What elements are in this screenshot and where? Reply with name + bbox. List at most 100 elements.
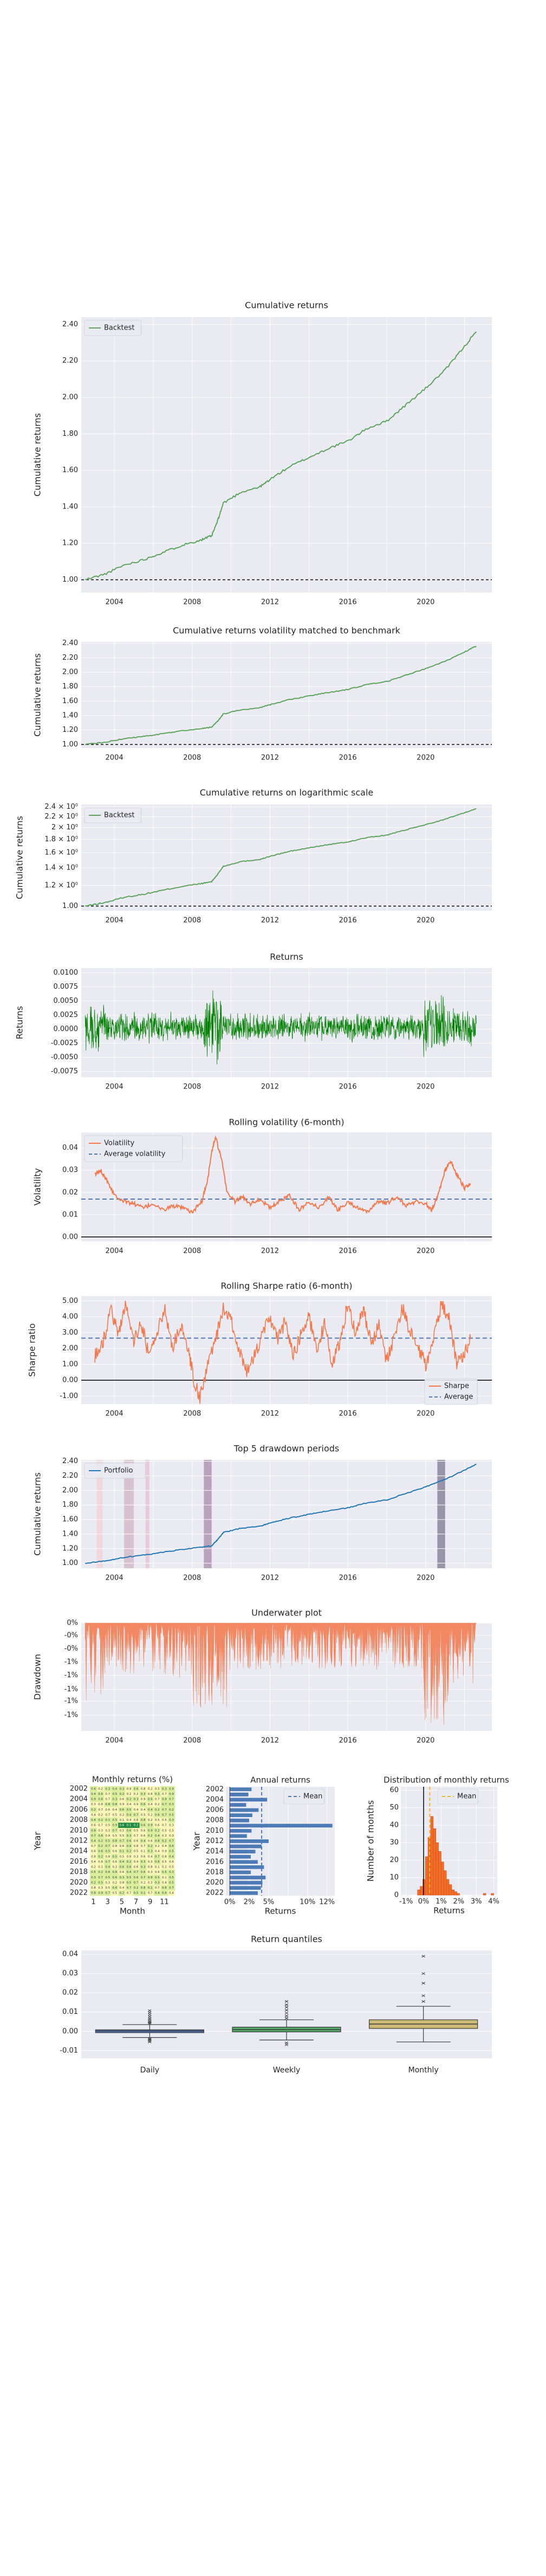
legend-label: Mean bbox=[303, 1793, 322, 1801]
heatmap-cell-label: 0.7 bbox=[120, 1840, 125, 1843]
heatmap-cell-label: 0.6 bbox=[120, 1824, 125, 1827]
heatmap-cell-label: 0.4 bbox=[148, 1855, 153, 1858]
heatmap-cell-label: 0.7 bbox=[162, 1803, 167, 1806]
histogram-bar bbox=[420, 1886, 423, 1896]
heatmap-cell-label: 0.4 bbox=[155, 1850, 160, 1853]
heatmap-cell bbox=[90, 1822, 98, 1828]
heatmap-cell bbox=[97, 1854, 105, 1859]
heatmap-cell-label: 0.2 bbox=[98, 1845, 103, 1848]
heatmap-cell-label: 0.6 bbox=[112, 1860, 117, 1864]
heatmap-cell-label: 0.6 bbox=[112, 1850, 117, 1853]
heatmap-cell-label: 0.4 bbox=[162, 1881, 167, 1884]
chart-title: Cumulative returns on logarithmic scale bbox=[200, 788, 374, 798]
heatmap-cell bbox=[125, 1827, 133, 1833]
heatmap-cell bbox=[167, 1812, 176, 1818]
heatmap-cell bbox=[160, 1838, 168, 1844]
heatmap-cell bbox=[160, 1849, 168, 1854]
heatmap-cell-label: 0.7 bbox=[105, 1813, 110, 1817]
y-tick-label: 30 bbox=[389, 1839, 399, 1847]
y-tick-label: 2008 bbox=[206, 1817, 224, 1825]
x-tick-label: 2004 bbox=[106, 754, 123, 762]
y-tick-label: 2.4 × 10⁰ bbox=[44, 803, 78, 811]
heatmap-cell bbox=[132, 1880, 140, 1886]
heatmap-cell-label: 0.7 bbox=[105, 1793, 110, 1796]
y-tick-label: 0.02 bbox=[62, 1989, 78, 1997]
heatmap-cell bbox=[104, 1854, 112, 1859]
x-tick-label: 3 bbox=[106, 1898, 110, 1907]
heatmap-cell bbox=[111, 1827, 119, 1833]
legend-label: Backtest bbox=[104, 812, 135, 820]
y-tick-label: -0% bbox=[64, 1632, 78, 1640]
heatmap-cell-label: 0.5 bbox=[112, 1855, 117, 1858]
heatmap-cell bbox=[111, 1838, 119, 1844]
heatmap-cell bbox=[90, 1807, 98, 1813]
y-tick-label: 0.04 bbox=[62, 1950, 78, 1959]
y-tick-label: 2004 bbox=[206, 1795, 224, 1804]
heatmap-cell-label: 0.6 bbox=[98, 1834, 103, 1838]
heatmap-cell bbox=[90, 1869, 98, 1875]
heatmap-cell-label: 0.6 bbox=[112, 1886, 117, 1890]
x-tick-label: 2004 bbox=[106, 1737, 123, 1745]
y-tick-label: 3.00 bbox=[62, 1329, 78, 1337]
heatmap-cell-label: 0.4 bbox=[127, 1871, 132, 1874]
bar bbox=[230, 1803, 246, 1807]
x-tick-label: 2016 bbox=[339, 1410, 357, 1418]
heatmap-cell-label: 0.2 bbox=[134, 1824, 139, 1827]
heatmap-cell-label: 0.5 bbox=[155, 1819, 160, 1822]
outlier-marker bbox=[284, 2000, 289, 2003]
heatmap-cell-label: 0.8 bbox=[120, 1881, 125, 1884]
heatmap-cell bbox=[167, 1796, 176, 1802]
heatmap-cell bbox=[139, 1854, 147, 1859]
heatmap-cell-label: 0.3 bbox=[141, 1866, 146, 1869]
heatmap-cell bbox=[153, 1869, 161, 1875]
heatmap-cell-label: 0.6 bbox=[169, 1860, 174, 1864]
bar bbox=[230, 1854, 251, 1859]
y-tick-label: 4.00 bbox=[62, 1313, 78, 1321]
heatmap-cell bbox=[90, 1890, 98, 1896]
x-tick-label: 2012 bbox=[261, 1410, 279, 1418]
outlier-marker bbox=[284, 2012, 289, 2014]
outlier-marker bbox=[148, 2017, 152, 2020]
heatmap-cell bbox=[118, 1796, 126, 1802]
outlier-marker bbox=[284, 2008, 289, 2012]
legend-label: Average bbox=[444, 1393, 473, 1401]
heatmap-cell-label: 0.8 bbox=[148, 1793, 153, 1796]
chart-monthly-heatmap: 0.6 0.2 0.3 0.4 0.3 0.9 0.6 0.8 0.2 0.5 0.3 0.90.4 0… bbox=[32, 1775, 176, 1916]
x-tick-label: 2% bbox=[453, 1898, 464, 1906]
heatmap-cell bbox=[90, 1786, 98, 1792]
heatmap-cell-label: 0.3 bbox=[91, 1876, 96, 1879]
heatmap-cell bbox=[167, 1869, 176, 1875]
chart-title: Rolling volatility (6-month) bbox=[229, 1117, 344, 1128]
heatmap-cell bbox=[160, 1801, 168, 1807]
plot-area bbox=[81, 1296, 492, 1404]
chart-title: Monthly returns (%) bbox=[92, 1775, 173, 1785]
heatmap-cell bbox=[139, 1864, 147, 1870]
heatmap-cell bbox=[160, 1791, 168, 1797]
chart-rolling-volatility: 2004 2008 2012 2016 2020 0.00 0.01 0.02 0.03 0.04… bbox=[32, 1117, 492, 1255]
y-tick-label: 40 bbox=[389, 1821, 399, 1829]
heatmap-cell bbox=[146, 1822, 154, 1828]
heatmap-cell bbox=[160, 1890, 168, 1896]
heatmap-cell bbox=[146, 1827, 154, 1833]
heatmap-cell bbox=[167, 1807, 176, 1813]
histogram-bar bbox=[483, 1893, 486, 1896]
heatmap-cell bbox=[97, 1838, 105, 1844]
heatmap-cell-label: 0.6 bbox=[127, 1866, 132, 1869]
heatmap-cell bbox=[125, 1843, 133, 1849]
x-tick-label: 2020 bbox=[417, 598, 434, 607]
heatmap-cell bbox=[160, 1854, 168, 1859]
bar bbox=[230, 1808, 259, 1812]
chart-monthly-distribution: 0 10 20 30 40 50 60 -1% 0% 1% 2% 3% 4% Distribution o… bbox=[366, 1775, 510, 1916]
heatmap-cell-label: 0.2 bbox=[155, 1829, 160, 1832]
heatmap-cell-label: 0.9 bbox=[148, 1824, 153, 1827]
histogram-bar bbox=[446, 1879, 450, 1896]
heatmap-cell bbox=[167, 1838, 176, 1844]
chart-title: Distribution of monthly returns bbox=[384, 1775, 509, 1785]
y-tick-label: 0.0100 bbox=[54, 969, 79, 977]
heatmap-cell bbox=[104, 1843, 112, 1849]
heatmap-cell-label: 0.4 bbox=[169, 1892, 174, 1895]
heatmap-cell-label: 0.8 bbox=[105, 1871, 110, 1874]
histogram-bar bbox=[422, 1879, 426, 1896]
heatmap-cell-label: 0.8 bbox=[112, 1845, 117, 1848]
y-tick-label: 0.00 bbox=[62, 1233, 78, 1241]
